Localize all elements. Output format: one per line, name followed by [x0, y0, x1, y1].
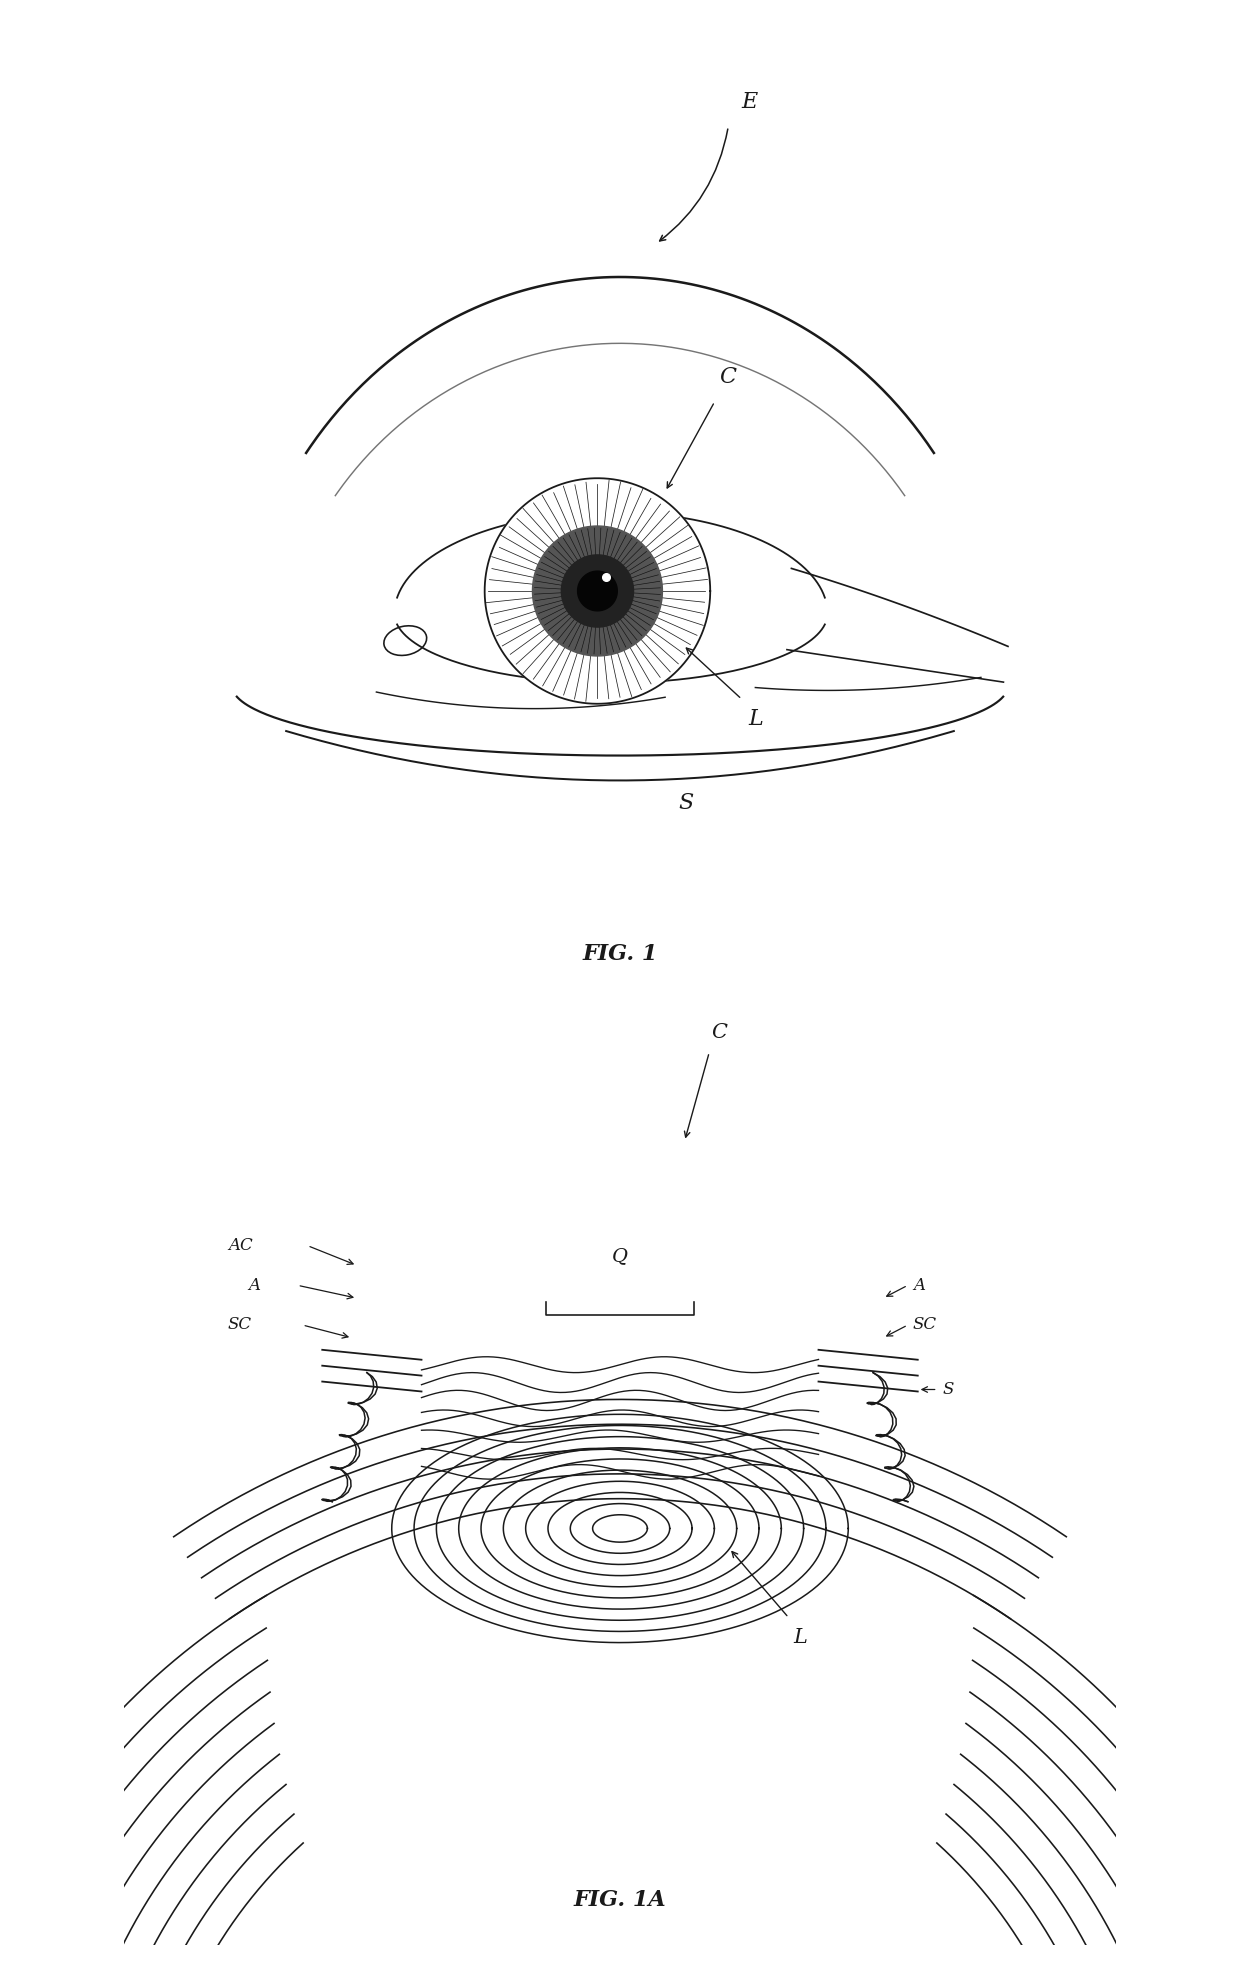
- Text: A: A: [248, 1276, 260, 1294]
- Text: SC: SC: [228, 1316, 252, 1334]
- Text: A: A: [913, 1276, 925, 1294]
- Polygon shape: [578, 572, 618, 611]
- Text: SC: SC: [913, 1316, 937, 1334]
- Text: C: C: [719, 365, 737, 387]
- Text: FIG. 1: FIG. 1: [583, 943, 657, 965]
- Text: AC: AC: [228, 1237, 253, 1255]
- Text: E: E: [742, 91, 758, 113]
- Text: L: L: [794, 1628, 807, 1648]
- Text: FIG. 1A: FIG. 1A: [574, 1888, 666, 1910]
- Text: S: S: [678, 792, 694, 814]
- Polygon shape: [532, 526, 662, 655]
- Text: S: S: [942, 1382, 954, 1397]
- Text: L: L: [748, 709, 763, 730]
- Polygon shape: [485, 478, 711, 705]
- Polygon shape: [562, 556, 634, 627]
- Text: Q: Q: [613, 1247, 627, 1266]
- Text: C: C: [712, 1022, 728, 1042]
